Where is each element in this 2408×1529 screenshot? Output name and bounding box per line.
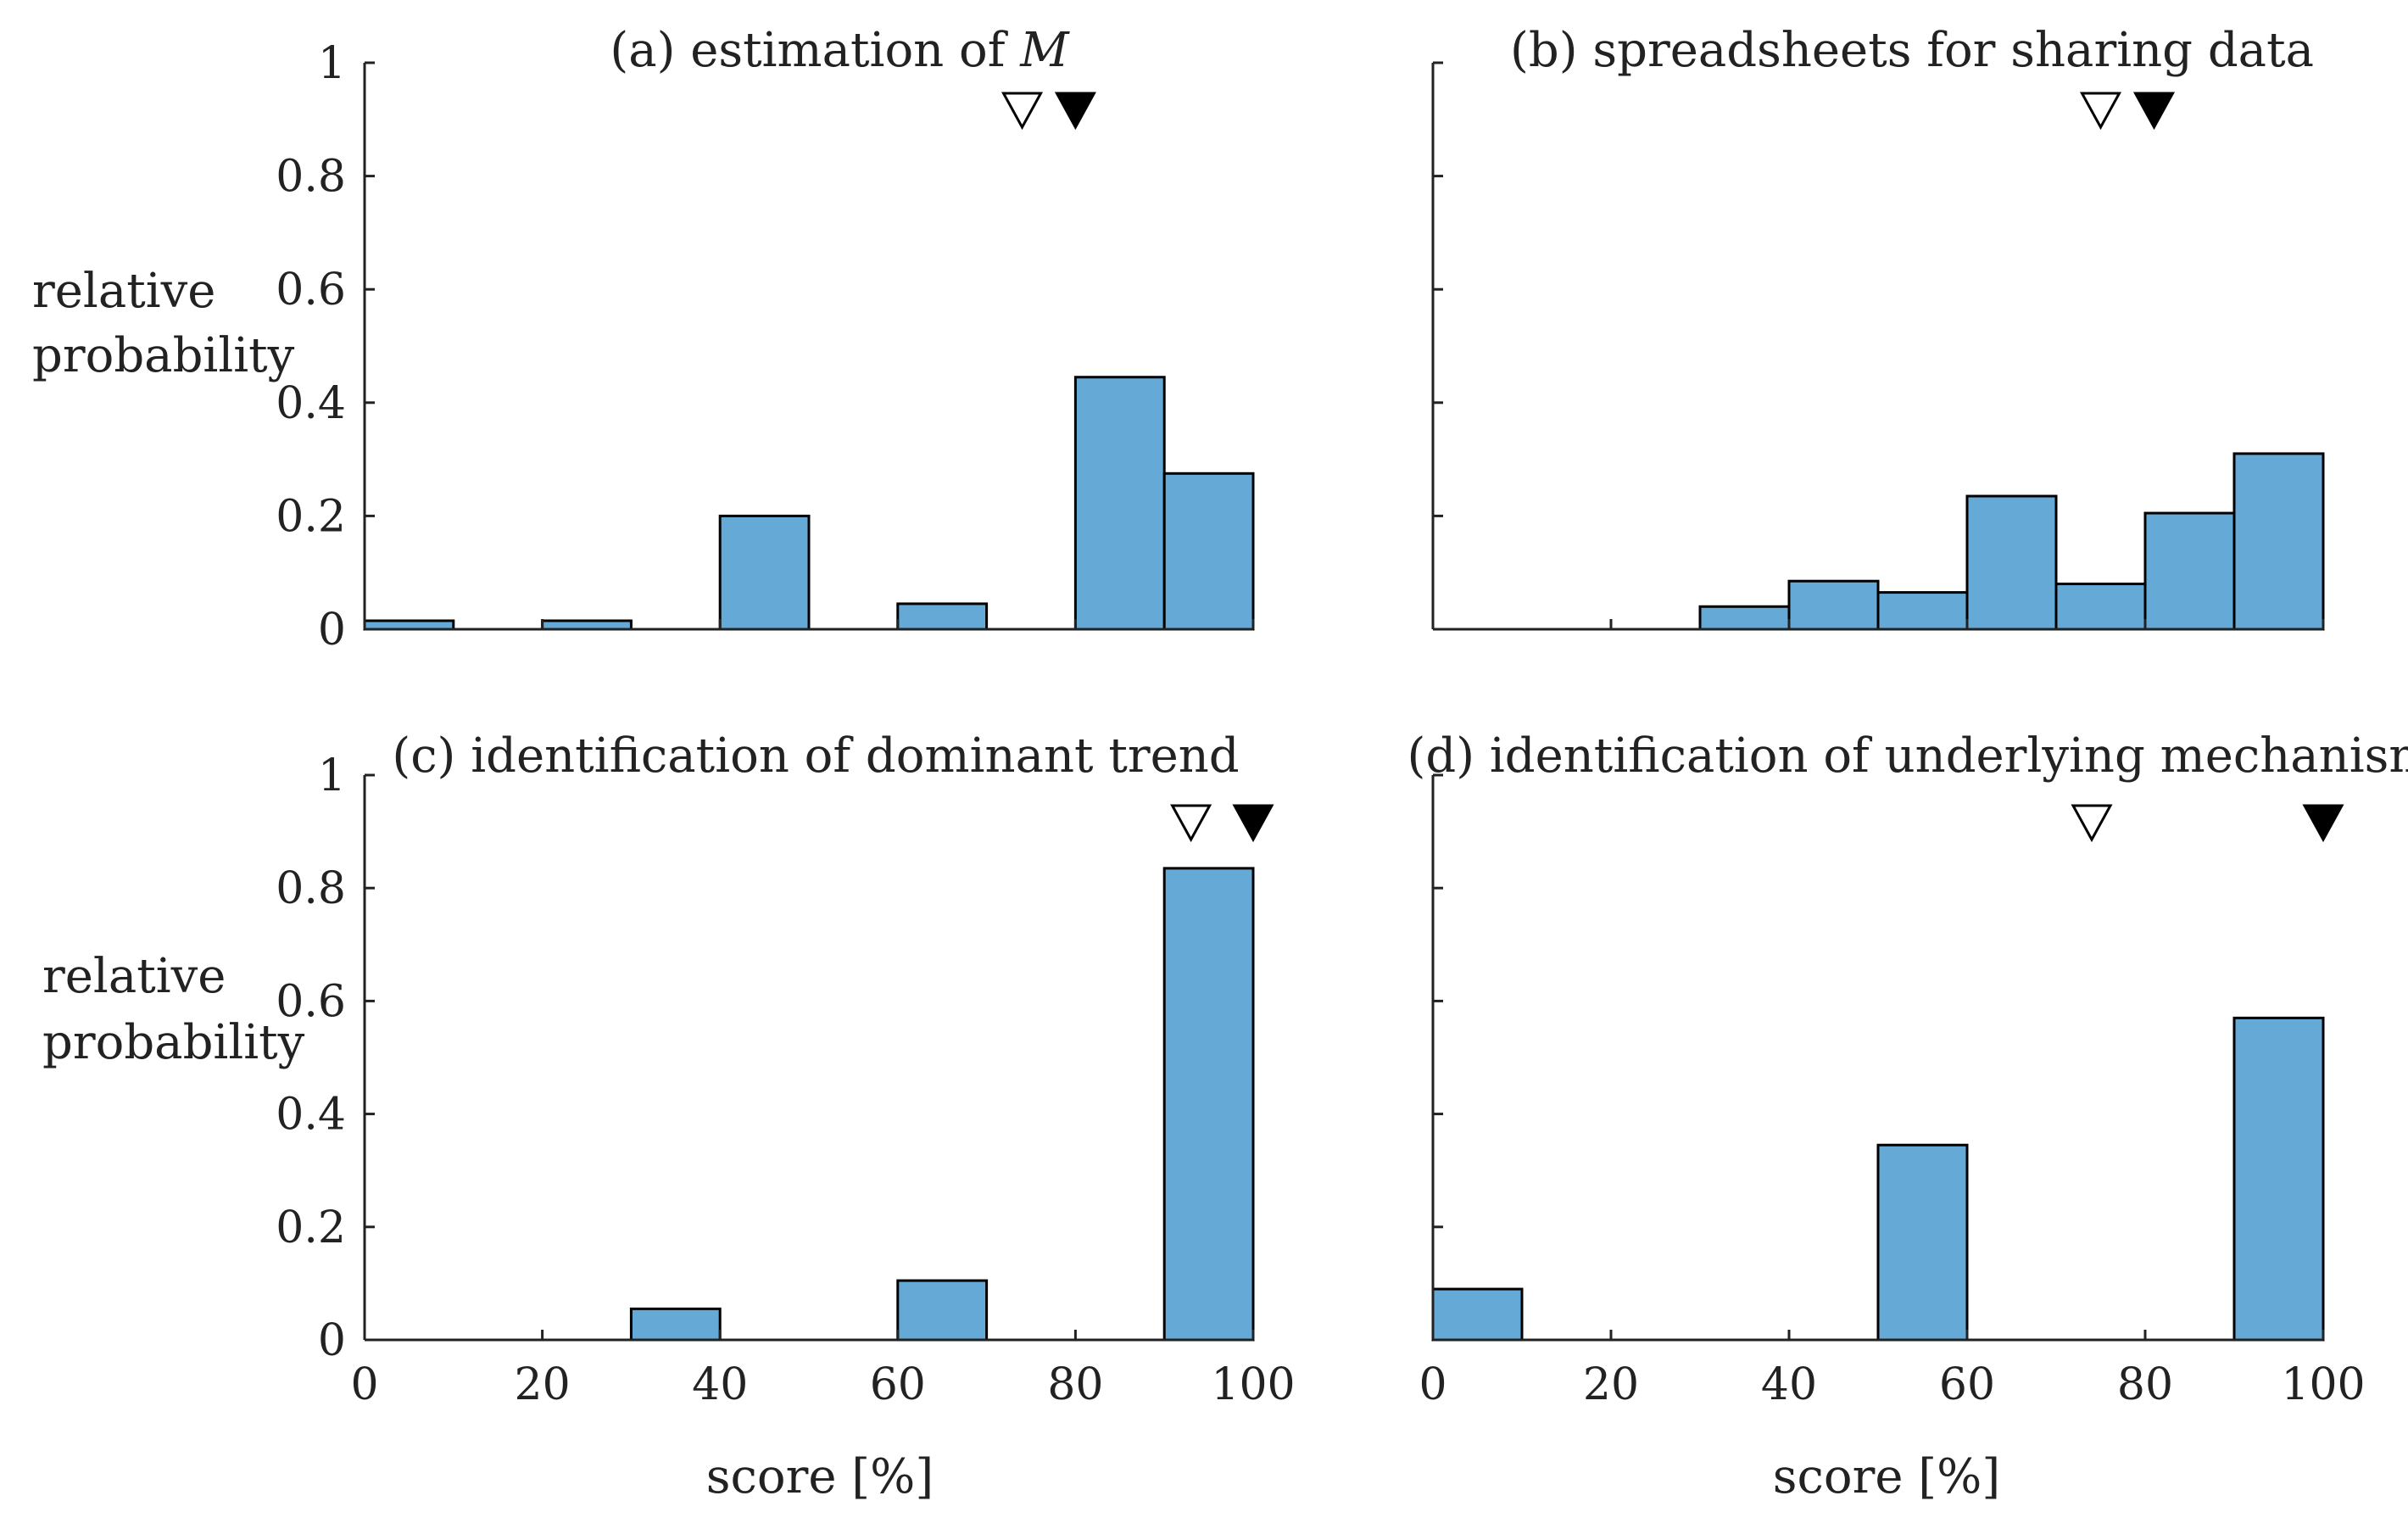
bar-b-80-90	[2143, 511, 2236, 631]
x-axis-label-left: score [%]	[706, 1449, 934, 1504]
marker-open-c	[1170, 804, 1212, 843]
y-tick-label-c-0: 0	[318, 1315, 346, 1366]
marker-filled-a	[1054, 92, 1096, 131]
y-tick-label-c-1: 1	[318, 751, 346, 801]
marker-open-d	[2071, 804, 2113, 843]
marker-open-a	[1001, 92, 1044, 131]
panel-a: (a) estimation of M 0 0.2 0.4 0.6 0.8 1	[276, 23, 1255, 656]
x-tick-label-d-80: 80	[2117, 1359, 2173, 1410]
marker-filled-c	[1232, 804, 1274, 843]
x-tick-label-d-60: 60	[1939, 1359, 1995, 1410]
y-tick-label-a-0.4: 0.4	[276, 378, 346, 429]
bar-c-30-40	[629, 1307, 722, 1342]
panel-c: (c) identification of dominant trend 0 0.…	[276, 728, 1295, 1410]
bar-b-30-40	[1698, 605, 1791, 631]
bar-b-90-100	[2232, 452, 2325, 631]
x-tick-label-c-60: 60	[870, 1359, 926, 1410]
y-tick-label-a-0.8: 0.8	[276, 152, 346, 203]
y-tick-label-c-0.2: 0.2	[276, 1203, 346, 1253]
y-tick-label-c-0.4: 0.4	[276, 1090, 346, 1141]
bar-d-50-60	[1876, 1143, 1969, 1342]
panel-c-title: (c) identification of dominant trend	[392, 728, 1239, 784]
bar-d-90-100	[2232, 1016, 2325, 1342]
bar-a-0-10	[363, 619, 455, 631]
panel-b: (b) spreadsheets for sharing data	[1431, 23, 2325, 631]
x-tick-label-d-40: 40	[1761, 1359, 1817, 1410]
x-tick-label-c-0: 0	[350, 1359, 378, 1410]
bar-b-40-50	[1787, 579, 1880, 631]
bar-a-80-90	[1073, 376, 1166, 631]
marker-filled-b	[2132, 92, 2176, 131]
bar-a-90-100	[1162, 472, 1255, 631]
panel-a-title: (a) estimation of M	[610, 23, 1070, 78]
x-tick-label-c-100: 100	[1211, 1359, 1295, 1410]
marker-filled-d	[2302, 804, 2344, 843]
panel-b-title: (b) spreadsheets for sharing data	[1510, 23, 2314, 78]
bar-a-40-50	[718, 514, 811, 631]
bar-a-20-30	[541, 619, 633, 631]
x-tick-label-c-80: 80	[1047, 1359, 1103, 1410]
y-tick-label-a-0.2: 0.2	[276, 491, 346, 542]
x-tick-label-c-20: 20	[515, 1359, 571, 1410]
bar-b-70-80	[2054, 583, 2147, 631]
y-tick-label-a-0: 0	[318, 605, 346, 656]
y-tick-label-a-1: 1	[318, 38, 346, 89]
y-axis-label-bottom-line1: relative	[42, 949, 226, 1004]
y-tick-label-c-0.8: 0.8	[276, 863, 346, 914]
y-axis-label-top-line1: relative	[32, 264, 215, 319]
x-tick-label-d-100: 100	[2281, 1359, 2365, 1410]
bar-b-60-70	[1965, 494, 2058, 631]
x-tick-label-d-0: 0	[1419, 1359, 1446, 1410]
marker-open-b	[2079, 92, 2122, 131]
x-axis-label-right: score [%]	[1773, 1449, 2000, 1504]
panel-d-title: (d) identification of underlying mechani…	[1407, 728, 2408, 784]
x-tick-label-d-20: 20	[1583, 1359, 1639, 1410]
y-axis-label-top-line2: probability	[32, 328, 295, 383]
panel-d: (d) identification of underlying mechani…	[1407, 728, 2408, 1410]
y-tick-label-c-0.6: 0.6	[276, 976, 346, 1027]
bar-a-60-70	[896, 602, 989, 631]
bar-c-60-70	[896, 1279, 989, 1342]
x-tick-label-c-40: 40	[692, 1359, 748, 1410]
bar-b-50-60	[1876, 591, 1969, 631]
y-axis-label-bottom-line2: probability	[42, 1015, 305, 1070]
bar-c-90-100	[1162, 867, 1255, 1342]
bar-d-0-10	[1431, 1287, 1524, 1342]
y-tick-label-a-0.6: 0.6	[276, 265, 346, 315]
